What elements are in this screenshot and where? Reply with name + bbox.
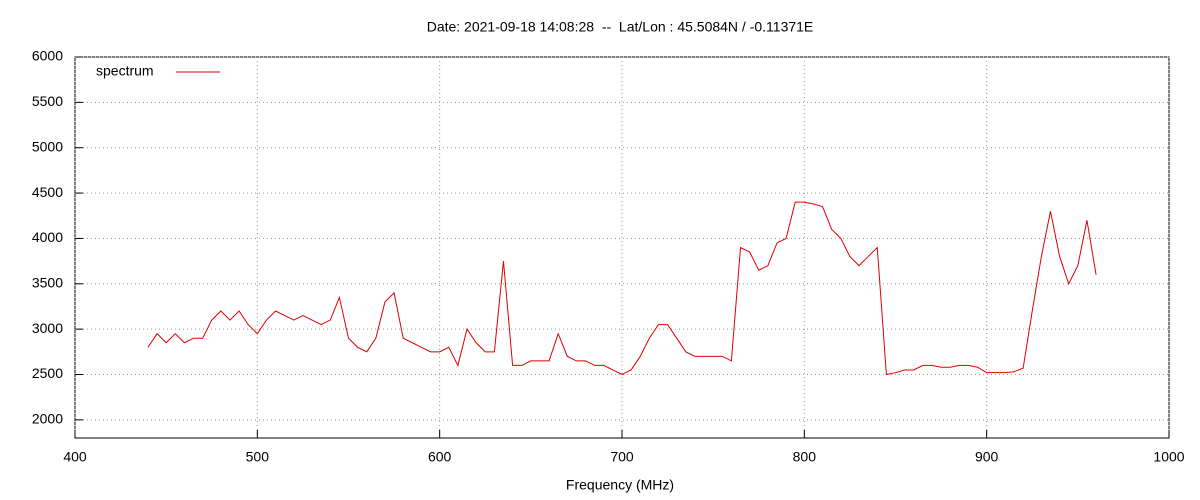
y-tick-label: 3500 xyxy=(32,274,63,290)
x-tick-label: 700 xyxy=(610,449,634,465)
y-tick-label: 4000 xyxy=(32,229,63,245)
y-tick-label: 5000 xyxy=(32,138,63,154)
y-tick-label: 2000 xyxy=(32,411,63,427)
x-tick-label: 800 xyxy=(793,449,817,465)
x-tick-label: 600 xyxy=(428,449,452,465)
data-line xyxy=(147,201,1097,376)
x-tick-label: 500 xyxy=(246,449,270,465)
x-tick-label: 1000 xyxy=(1153,449,1184,465)
y-tick-label: 3000 xyxy=(32,320,63,336)
y-tick-label: 4500 xyxy=(32,184,63,200)
y-tick-label: 5500 xyxy=(32,93,63,109)
x-tick-label: 900 xyxy=(975,449,999,465)
legend-label: spectrum xyxy=(96,63,154,79)
y-tick-label: 2500 xyxy=(32,365,63,381)
x-axis-label: Frequency (MHz) xyxy=(566,477,674,493)
y-tick-label: 6000 xyxy=(32,48,63,64)
chart-title: Date: 2021-09-18 14:08:28 -- Lat/Lon : 4… xyxy=(427,19,814,35)
x-tick-label: 400 xyxy=(63,449,87,465)
plot-frame xyxy=(74,56,1170,439)
